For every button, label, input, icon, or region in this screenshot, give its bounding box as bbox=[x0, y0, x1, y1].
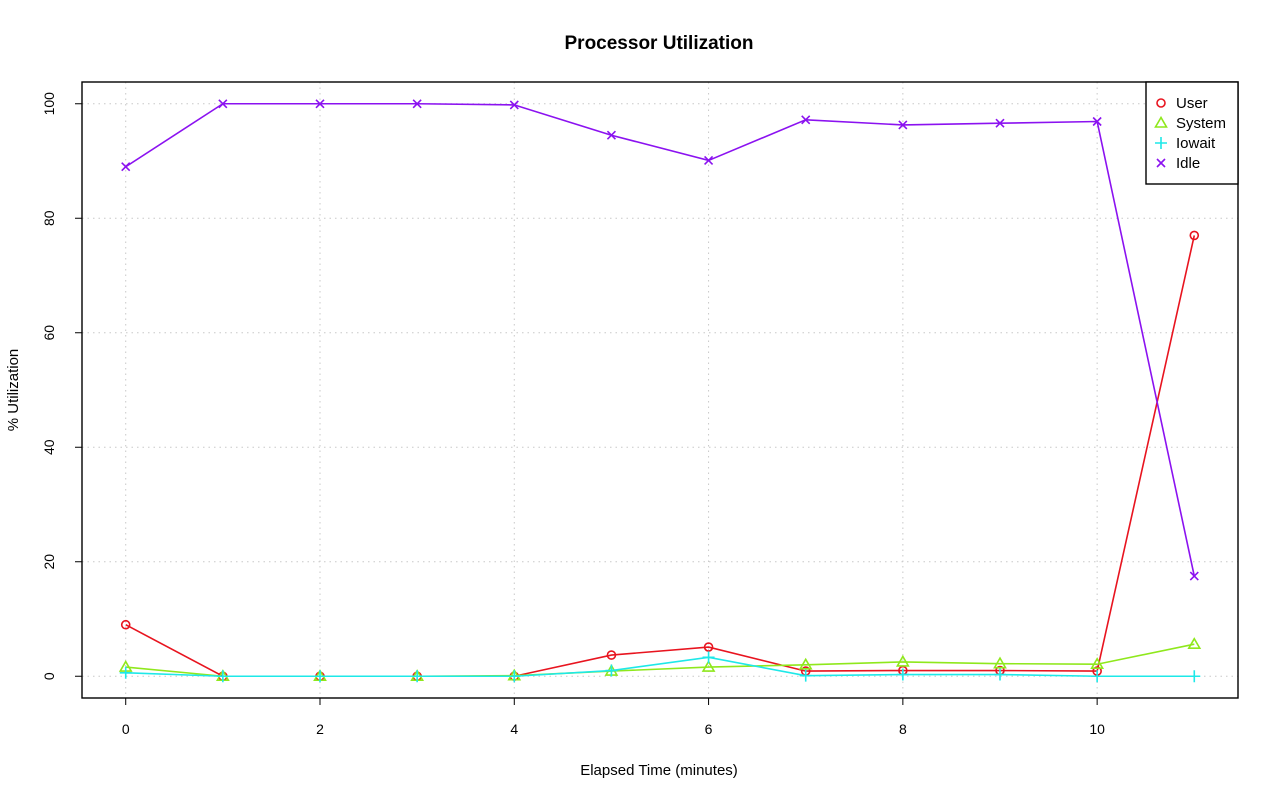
data-point-system bbox=[1090, 657, 1105, 670]
y-tick-label: 40 bbox=[41, 439, 57, 455]
y-axis-label: % Utilization bbox=[5, 349, 22, 432]
legend-item-user: User bbox=[1156, 95, 1208, 112]
legend-marker-user bbox=[1156, 98, 1166, 108]
series-line-idle bbox=[125, 102, 1196, 577]
series-user bbox=[120, 230, 1200, 682]
series-idle bbox=[121, 99, 1199, 581]
x-tick-label: 8 bbox=[899, 721, 907, 737]
data-point-idle bbox=[801, 115, 811, 125]
data-point-iowait bbox=[508, 670, 521, 683]
data-point-idle bbox=[218, 99, 228, 109]
x-tick-label: 6 bbox=[705, 721, 713, 737]
chart-title: Processor Utilization bbox=[565, 33, 754, 54]
data-point-system bbox=[1187, 637, 1202, 649]
x-tick-label: 4 bbox=[510, 721, 518, 737]
series-line-user bbox=[125, 235, 1196, 678]
y-tick-label: 0 bbox=[41, 672, 57, 680]
data-point-iowait bbox=[119, 666, 132, 679]
legend-item-idle: Idle bbox=[1156, 155, 1200, 172]
data-point-iowait bbox=[314, 670, 326, 683]
legend: User System Iowait Idle bbox=[1145, 81, 1239, 185]
legend-marker-idle bbox=[1156, 158, 1166, 168]
x-tick-label: 10 bbox=[1089, 721, 1105, 737]
data-point-idle bbox=[412, 99, 422, 109]
series-iowait bbox=[119, 651, 1201, 683]
data-point-iowait bbox=[1091, 670, 1104, 683]
data-point-iowait bbox=[702, 651, 715, 664]
data-point-user bbox=[703, 642, 714, 652]
data-point-system bbox=[993, 656, 1007, 669]
data-point-idle bbox=[606, 130, 616, 140]
legend-item-system: System bbox=[1154, 115, 1226, 132]
data-point-system bbox=[701, 659, 716, 672]
data-point-idle bbox=[315, 99, 325, 109]
y-tick-label: 80 bbox=[41, 210, 57, 226]
legend-label-user: User bbox=[1176, 95, 1208, 112]
data-point-idle bbox=[121, 162, 131, 172]
series-system bbox=[118, 637, 1202, 682]
grid-lines bbox=[82, 82, 1238, 698]
data-point-iowait bbox=[994, 668, 1006, 681]
data-point-iowait bbox=[411, 670, 424, 683]
y-tick-label: 100 bbox=[41, 92, 57, 116]
x-tick-label: 2 bbox=[316, 721, 324, 737]
legend-marker-system bbox=[1154, 115, 1168, 128]
x-tick-label: 0 bbox=[122, 721, 130, 737]
data-point-idle bbox=[995, 118, 1005, 128]
series-group bbox=[118, 99, 1202, 683]
data-point-idle bbox=[1189, 571, 1199, 581]
data-point-idle bbox=[509, 100, 519, 110]
x-axis-label: Elapsed Time (minutes) bbox=[580, 762, 738, 779]
legend-label-idle: Idle bbox=[1176, 155, 1200, 172]
series-line-iowait bbox=[125, 656, 1195, 678]
legend-item-iowait: Iowait bbox=[1155, 135, 1216, 152]
legend-label-system: System bbox=[1176, 115, 1226, 132]
y-tick-label: 60 bbox=[41, 325, 57, 341]
data-point-user bbox=[120, 619, 131, 630]
data-point-system bbox=[798, 657, 813, 670]
data-point-iowait bbox=[605, 664, 618, 677]
data-point-user bbox=[1189, 230, 1200, 241]
data-point-iowait bbox=[896, 668, 909, 681]
data-point-iowait bbox=[1188, 670, 1201, 683]
data-point-idle bbox=[704, 155, 714, 165]
data-point-iowait bbox=[799, 669, 812, 682]
data-point-idle bbox=[898, 120, 908, 130]
legend-label-iowait: Iowait bbox=[1176, 135, 1216, 152]
data-point-system bbox=[895, 654, 910, 667]
data-point-idle bbox=[1092, 116, 1102, 127]
plot-border bbox=[81, 81, 1239, 699]
legend-marker-iowait bbox=[1155, 137, 1167, 149]
data-point-iowait bbox=[216, 670, 229, 683]
data-point-user bbox=[606, 650, 617, 660]
y-tick-label: 20 bbox=[41, 554, 57, 570]
